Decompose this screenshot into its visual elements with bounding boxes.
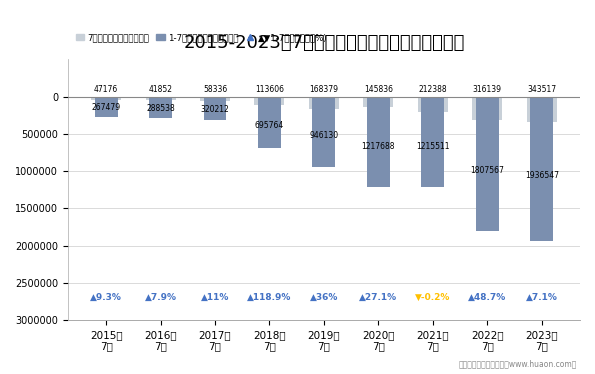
Bar	[527, 96, 557, 122]
Text: 1807567: 1807567	[471, 166, 504, 175]
Bar	[312, 96, 336, 167]
Bar	[149, 96, 172, 118]
Bar	[364, 96, 393, 107]
Text: ▲7.9%: ▲7.9%	[145, 293, 177, 302]
Text: 1215511: 1215511	[416, 142, 450, 151]
Text: 267479: 267479	[92, 103, 121, 112]
Legend: 7月进出口总额（万美元）, 1-7月进出口总额（万美元）, ▲▼1-7月同比增速（%): 7月进出口总额（万美元）, 1-7月进出口总额（万美元）, ▲▼1-7月同比增速…	[72, 30, 331, 46]
Text: ▼-0.2%: ▼-0.2%	[415, 293, 450, 302]
Text: 58336: 58336	[203, 85, 227, 94]
Text: 制图：华经产业研究院（www.huaon.com）: 制图：华经产业研究院（www.huaon.com）	[459, 359, 577, 368]
Text: 316139: 316139	[473, 85, 502, 94]
Text: 1936547: 1936547	[525, 172, 559, 181]
Bar	[472, 96, 502, 120]
Bar	[530, 96, 553, 241]
Bar	[476, 96, 499, 232]
Text: 343517: 343517	[527, 85, 556, 94]
Text: 113606: 113606	[255, 85, 284, 94]
Title: 2015-2023年7月深圳前海综合保税区进出口总额: 2015-2023年7月深圳前海综合保税区进出口总额	[183, 34, 465, 52]
Bar	[367, 96, 390, 187]
Text: 145836: 145836	[364, 85, 393, 94]
Text: 320212: 320212	[201, 105, 230, 114]
Text: 47176: 47176	[94, 85, 118, 94]
Bar	[146, 96, 176, 100]
Text: 288538: 288538	[146, 104, 175, 113]
Bar	[91, 96, 121, 100]
Text: 946130: 946130	[309, 131, 339, 140]
Bar	[309, 96, 339, 109]
Text: ▲11%: ▲11%	[201, 293, 229, 302]
Text: ▲7.1%: ▲7.1%	[526, 293, 558, 302]
Bar	[258, 96, 281, 148]
Bar	[95, 96, 118, 117]
Text: 212388: 212388	[418, 85, 447, 94]
Text: ▲36%: ▲36%	[310, 293, 338, 302]
Text: ▲27.1%: ▲27.1%	[359, 293, 397, 302]
Bar	[203, 96, 227, 120]
Text: ▲9.3%: ▲9.3%	[90, 293, 122, 302]
Text: ▲118.9%: ▲118.9%	[248, 293, 292, 302]
Bar	[200, 96, 230, 101]
Bar	[421, 96, 444, 187]
Text: 168379: 168379	[309, 85, 339, 94]
Text: 695764: 695764	[255, 121, 284, 130]
Bar	[255, 96, 284, 105]
Text: 1217688: 1217688	[362, 142, 395, 151]
Text: 41852: 41852	[149, 85, 173, 94]
Text: ▲48.7%: ▲48.7%	[468, 293, 506, 302]
Bar	[418, 96, 448, 113]
